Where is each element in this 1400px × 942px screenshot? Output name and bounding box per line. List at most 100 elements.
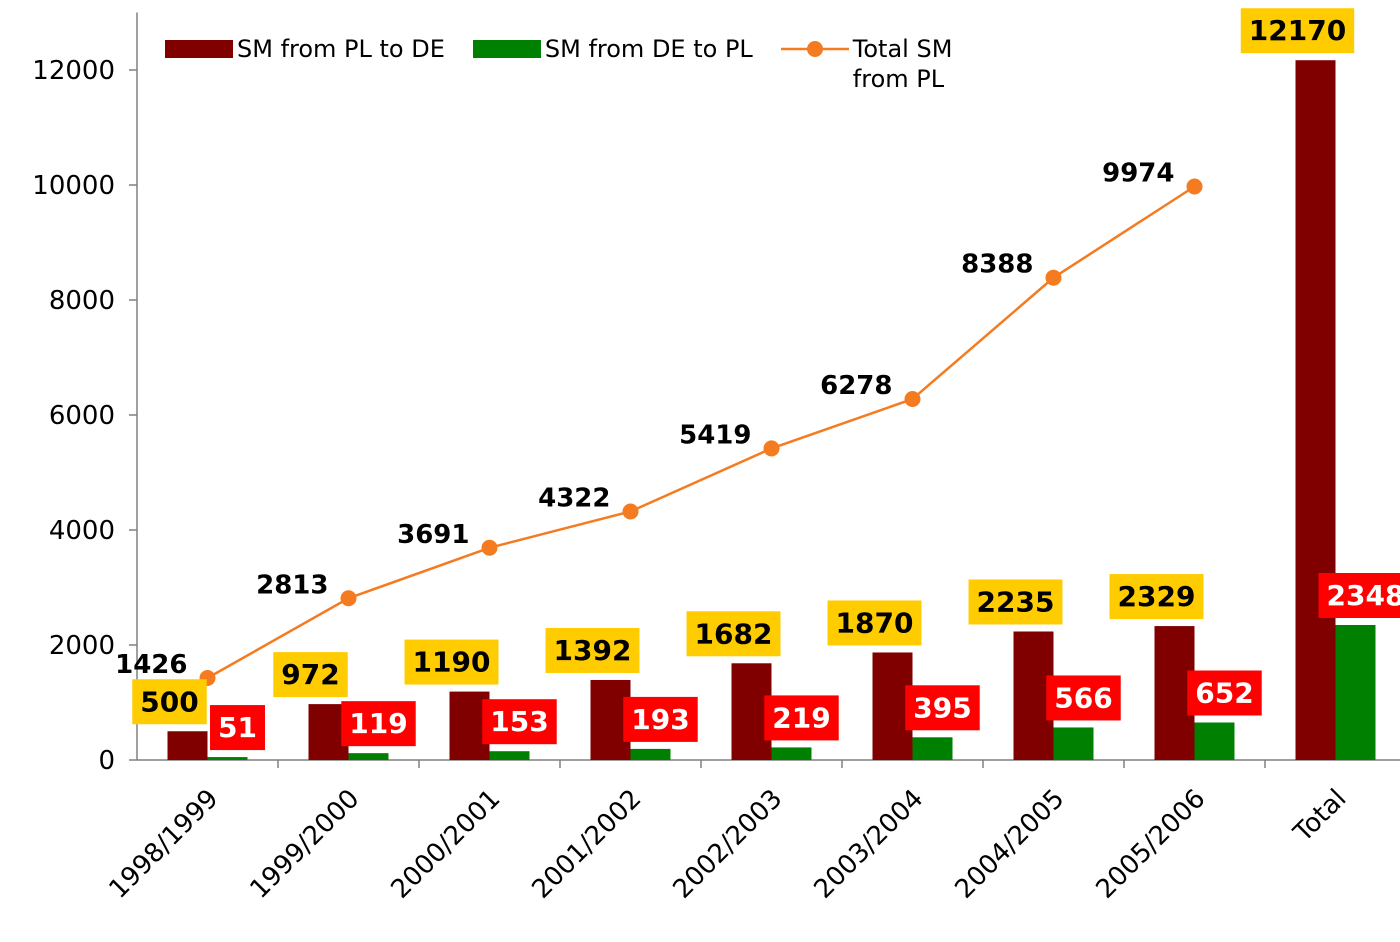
y-tick-label: 8000 [49,286,115,316]
data-label: 1392 [554,634,632,667]
data-label: 119 [349,707,407,740]
bar [1335,624,1376,760]
data-label: 972 [281,658,339,691]
x-tick-label: 2000/2001 [385,784,506,905]
data-label-box: 1870 [827,600,922,646]
data-label-box: 1392 [545,627,640,673]
data-label: 6278 [820,371,892,401]
bar [1053,727,1094,760]
data-label: 51 [218,711,257,744]
data-label: 1870 [836,606,914,639]
bar [771,747,812,760]
data-label: 193 [631,703,689,736]
legend-label: Total SM from PL [852,35,953,93]
data-label: 2348 [1327,579,1400,612]
data-label-box: 153 [482,699,557,745]
data-label: 2329 [1118,580,1196,613]
data-label-box: 119 [341,701,416,747]
label-bg [341,701,416,747]
label-bg [968,579,1063,625]
y-tick-label: 2000 [49,631,115,661]
bar [630,748,671,760]
label-bg [132,679,207,725]
label-bg [1046,675,1121,721]
data-label: 2813 [256,570,328,600]
y-tick-label: 12000 [32,56,115,86]
legend-label: SM from PL to DE [237,35,445,63]
data-label-box: 1682 [686,611,781,657]
data-label-box: 652 [1187,670,1262,716]
data-label-box: 51 [210,705,265,751]
y-tick-label: 6000 [49,401,115,431]
data-label-box: 12170 [1240,8,1355,54]
line-point [622,503,639,520]
label-bg [404,639,499,685]
data-label-box: 500 [132,679,207,725]
data-label-box: 193 [623,696,698,742]
y-tick-label: 10000 [32,171,115,201]
line-point [904,391,921,408]
data-label-box: 2329 [1109,574,1204,620]
data-label: 219 [772,701,830,734]
data-label: 12170 [1249,14,1346,47]
data-label: 4322 [538,483,610,513]
x-tick-label: 2002/2003 [667,784,788,905]
bar [912,737,953,760]
data-label-box: 1190 [404,639,499,685]
data-label: 2235 [977,585,1055,618]
label-bg [827,600,922,646]
data-label: 3691 [397,520,469,550]
x-tick-label: 2005/2006 [1090,784,1211,905]
x-tick-label: Total [1288,784,1353,849]
y-tick-label: 0 [98,746,115,776]
label-bg [1318,572,1400,618]
bar [348,753,389,760]
data-label-box: 395 [905,685,980,731]
legend: SM from PL to DE SM from DE to PL Total SM… [165,34,1011,94]
label-bg [764,695,839,741]
label-bg [1240,8,1355,54]
data-label: 1426 [115,650,187,680]
x-tick-label: 2001/2002 [526,784,647,905]
legend-swatch [780,41,849,57]
x-tick-label: 2004/2005 [949,784,1070,905]
bar [489,751,530,760]
line [206,185,1196,680]
legend-item: SM from DE to PL [472,34,753,64]
bar [167,731,208,760]
x-tick-label: 1998/1999 [103,784,224,905]
label-bg [273,652,348,698]
line-point [1045,269,1062,286]
data-label-box: 219 [764,695,839,741]
data-label-box: 566 [1046,675,1121,721]
line-point [481,539,498,556]
data-label: 153 [490,705,548,738]
data-label: 500 [140,685,198,718]
y-tick-label: 4000 [49,516,115,546]
legend-swatch [472,40,541,58]
legend-item: Total SM from PL [780,34,983,94]
label-bg [545,627,640,673]
data-label: 1682 [695,617,773,650]
label-bg [1109,574,1204,620]
line-point [1186,178,1203,195]
x-tick-label: 1999/2000 [244,784,365,905]
bar [1295,60,1336,761]
legend-label: SM from DE to PL [544,35,753,63]
data-label: 395 [913,691,971,724]
label-bg [482,699,557,745]
data-label-box: 2348 [1318,572,1400,618]
line-point [763,440,780,457]
data-label-box: 2235 [968,579,1063,625]
x-tick-label: 2003/2004 [808,784,929,905]
data-label: 5419 [679,420,751,450]
label-bg [686,611,781,657]
line-point [340,590,357,607]
data-label: 566 [1054,681,1112,714]
data-label: 9974 [1102,158,1174,188]
data-label: 652 [1195,677,1253,710]
bar [1194,722,1235,760]
data-label-box: 972 [273,652,348,698]
label-bg [210,705,265,751]
